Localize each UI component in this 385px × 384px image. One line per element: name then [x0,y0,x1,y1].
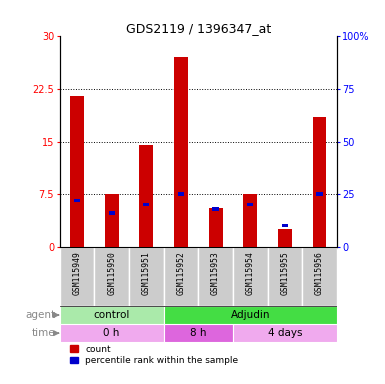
Bar [209,208,223,247]
Bar [282,224,288,227]
Text: 8 h: 8 h [190,328,206,338]
Text: GSM115951: GSM115951 [142,252,151,295]
Bar [60,247,94,306]
Bar [70,96,84,247]
Bar [105,194,119,247]
Bar [178,192,184,196]
Bar [164,324,233,342]
Bar [164,306,337,324]
Bar [213,207,219,210]
Bar [247,203,253,206]
Text: Adjudin: Adjudin [231,310,270,320]
Bar [313,117,326,247]
Text: 4 days: 4 days [268,328,302,338]
Text: GSM115953: GSM115953 [211,252,220,295]
Text: control: control [94,310,130,320]
Bar [233,324,337,342]
Bar [60,324,164,342]
Text: 0 h: 0 h [104,328,120,338]
Bar [164,247,198,306]
Text: GSM115956: GSM115956 [315,252,324,295]
Title: GDS2119 / 1396347_at: GDS2119 / 1396347_at [126,22,271,35]
Bar [268,247,302,306]
Bar [94,247,129,306]
Text: GSM115952: GSM115952 [176,252,186,295]
Bar [139,145,153,247]
Bar [143,203,149,206]
Text: GSM115949: GSM115949 [72,252,82,295]
Bar [302,247,337,306]
Text: GSM115950: GSM115950 [107,252,116,295]
Bar [74,199,80,202]
Text: GSM115955: GSM115955 [280,252,290,295]
Bar [129,247,164,306]
Text: time: time [32,328,55,338]
Text: GSM115954: GSM115954 [246,252,255,295]
Bar [60,306,164,324]
Bar [278,229,292,247]
Bar [198,247,233,306]
Bar [316,192,323,196]
Text: agent: agent [25,310,55,320]
Bar [233,247,268,306]
Bar [174,58,188,247]
Legend: count, percentile rank within the sample: count, percentile rank within the sample [70,345,238,365]
Bar [243,194,257,247]
Bar [109,211,115,215]
